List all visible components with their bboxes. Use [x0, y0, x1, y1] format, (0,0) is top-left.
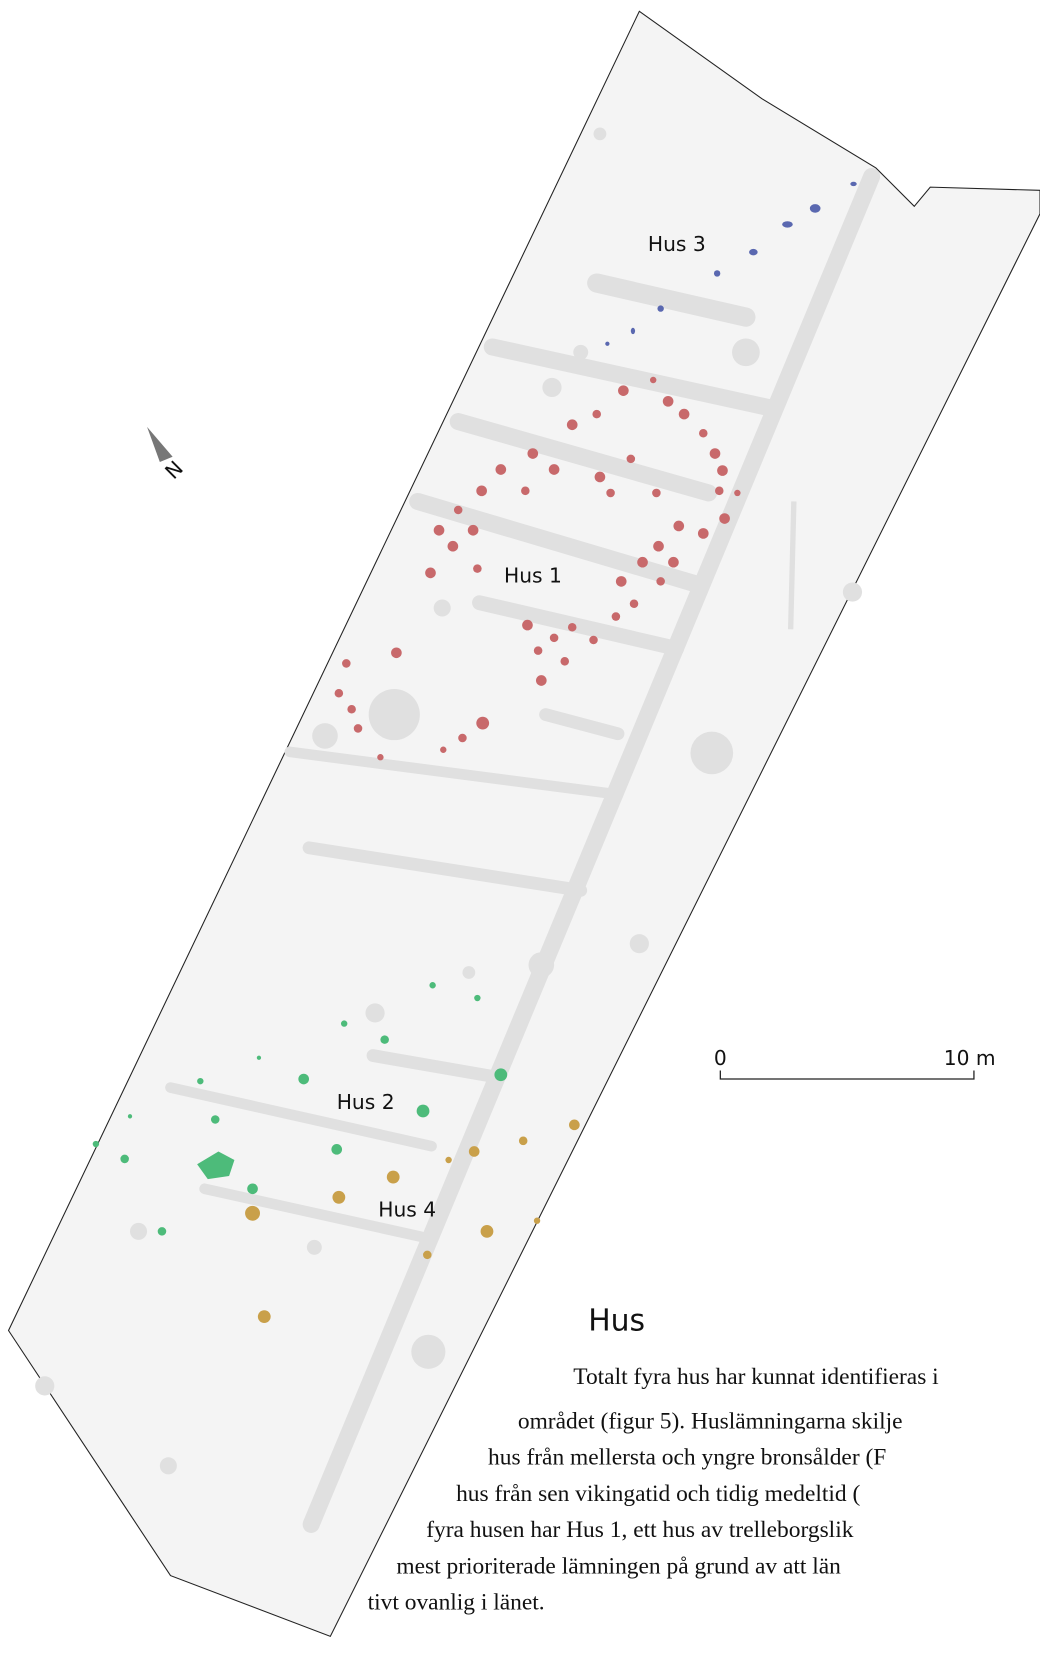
scale-bar: 0 10 m — [714, 1046, 996, 1080]
posts-hus-4 — [245, 1119, 580, 1324]
house-label: Hus 4 — [378, 1197, 436, 1221]
paragraph-line: tivt ovanlig i länet. — [368, 1590, 545, 1616]
house-label: Hus 3 — [648, 232, 706, 256]
north-arrow: N — [147, 426, 188, 484]
scale-label: 10 m — [944, 1046, 996, 1070]
text-section: Hus Totalt fyra hus har kunnat identifie… — [368, 1303, 940, 1615]
scale-label: 0 — [714, 1046, 727, 1070]
trenches — [165, 273, 797, 1243]
ditch — [302, 167, 881, 1533]
paragraph-line: hus från sen vikingatid och tidig medelt… — [456, 1481, 860, 1507]
paragraph-line: mest prioriterade lämningen på grund av … — [396, 1553, 841, 1579]
paragraph-line: området (figur 5). Huslämningarna skilje — [518, 1409, 903, 1435]
house-label: Hus 1 — [504, 563, 562, 587]
posts-hus-2 — [92, 982, 508, 1236]
features — [35, 127, 863, 1475]
posts-hus-3 — [605, 181, 857, 346]
posts-hus-1 — [334, 376, 741, 761]
excavation-area — [7, 10, 1040, 1637]
excavation-plan: Hus 3 Hus 1 Hus 2 Hus 4 — [7, 10, 1040, 1637]
paragraph-line: hus från mellersta och yngre bronsålder … — [488, 1445, 886, 1471]
north-label: N — [160, 456, 188, 484]
house-label: Hus 2 — [337, 1090, 395, 1114]
paragraph-line: fyra husen har Hus 1, ett hus av trelleb… — [426, 1517, 853, 1543]
paragraph-line: Totalt fyra hus har kunnat identifieras … — [573, 1364, 939, 1390]
section-heading: Hus — [588, 1303, 645, 1338]
